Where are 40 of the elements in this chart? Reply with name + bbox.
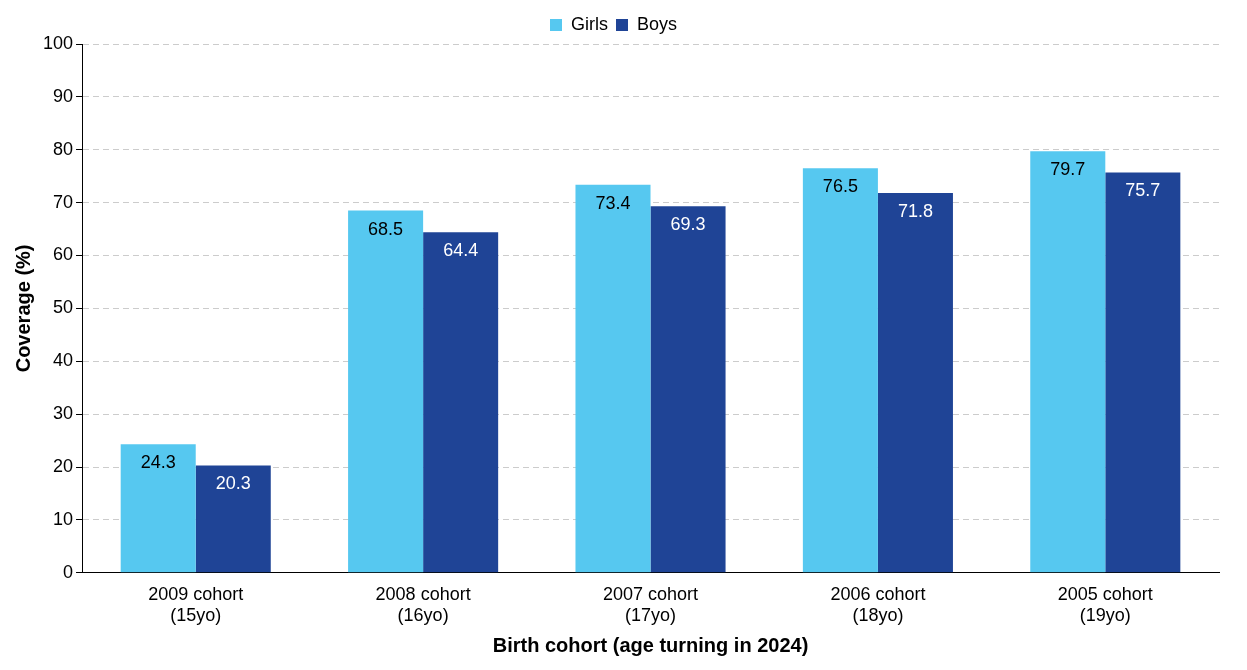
x-tick-label: 2006 cohort (18yo): [830, 583, 926, 626]
bar: [423, 232, 499, 573]
bar: [650, 206, 726, 573]
y-axis-title: Coverage (%): [11, 244, 34, 373]
x-tick-label: 2005 cohort (19yo): [1057, 583, 1153, 626]
data-label: 76.5: [822, 176, 858, 197]
y-tick-label: 30: [53, 403, 74, 424]
x-tick-label: 2007 cohort (17yo): [602, 583, 699, 626]
data-label: 20.3: [215, 473, 251, 494]
x-tick-label: 2008 cohort (16yo): [375, 583, 471, 626]
y-tick-label: 100: [42, 32, 74, 53]
y-tick-label: 90: [53, 85, 74, 106]
bar: [348, 210, 424, 573]
bar: [195, 465, 271, 573]
y-tick-label: 70: [53, 191, 74, 212]
y-tick-label: 40: [53, 350, 74, 371]
data-label: 69.3: [670, 214, 706, 235]
y-tick-label: 0: [63, 561, 74, 582]
bar: [1030, 151, 1106, 573]
x-tick-label: 2009 cohort (15yo): [148, 583, 244, 626]
bar: [575, 184, 651, 573]
legend-label: Girls: [571, 13, 608, 34]
y-tick-label: 10: [53, 508, 74, 529]
y-tick-label: 80: [53, 138, 74, 159]
y-tick-label: 50: [53, 297, 74, 318]
data-label: 73.4: [595, 192, 631, 213]
legend-label: Boys: [636, 13, 678, 34]
bar: [877, 193, 953, 573]
data-label: 71.8: [897, 201, 933, 222]
y-tick-label: 60: [53, 244, 74, 265]
data-label: 75.7: [1125, 180, 1161, 201]
bar: [1105, 172, 1181, 573]
data-label: 24.3: [140, 452, 176, 473]
data-label: 68.5: [368, 218, 404, 239]
x-axis-title: Birth cohort (age turning in 2024): [492, 633, 809, 656]
bar: [120, 444, 196, 573]
data-label: 79.7: [1050, 159, 1086, 180]
bar: [802, 168, 878, 573]
data-label: 64.4: [443, 240, 479, 261]
y-tick-label: 20: [53, 456, 74, 477]
